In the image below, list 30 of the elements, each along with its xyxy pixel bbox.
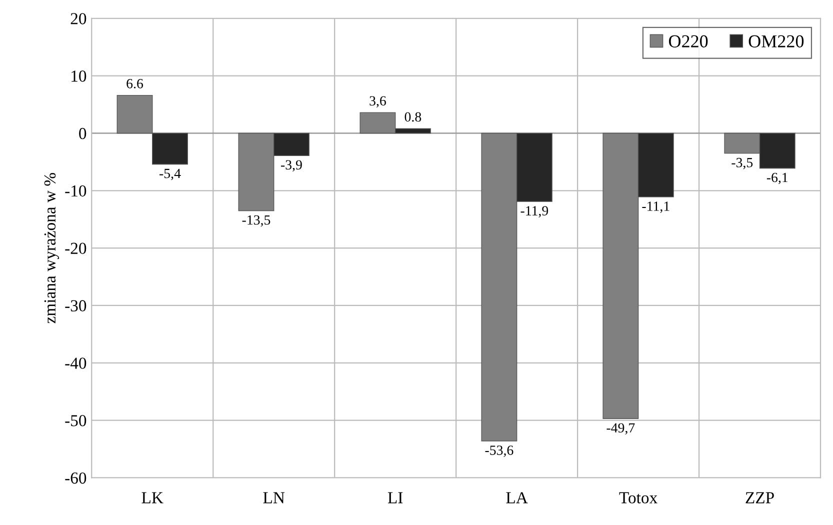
data-label: 6.6 [126,79,144,88]
y-tick-label: 20 [70,13,86,24]
data-label: 3,6 [370,96,386,108]
x-tick-label: LK [142,492,164,504]
data-label: -13,5 [242,215,270,227]
data-label: -49,7 [606,423,635,435]
data-label: 0.8 [404,112,422,122]
x-tick-label: Totox [619,492,658,504]
data-label: -6,1 [766,172,788,184]
data-label: -11,9 [520,206,548,218]
y-tick-label: -20 [65,242,86,254]
y-axis-title: zmiana wyrażona w % [44,172,59,324]
x-tick-label: LA [506,492,528,504]
data-label: -3,9 [280,160,302,172]
legend-label: O220 [668,35,708,48]
y-tick-label: 10 [72,70,86,82]
y-tick-label: 0 [79,128,86,140]
y-tick-label: -50 [65,415,86,426]
y-tick-label: -30 [65,300,86,312]
y-tick-label: -60 [65,472,86,484]
y-tick-label: -10 [65,185,86,197]
legend-label: OM220 [748,35,804,48]
data-label: -53,6 [485,446,514,457]
data-label: -5,4 [160,168,181,180]
x-tick-label: LI [388,492,403,504]
data-label: -11,1 [642,202,670,213]
x-tick-label: LN [263,492,285,504]
y-tick-label: -40 [65,358,86,369]
x-tick-label: ZZP [746,492,774,504]
data-label: -3,5 [732,158,753,170]
